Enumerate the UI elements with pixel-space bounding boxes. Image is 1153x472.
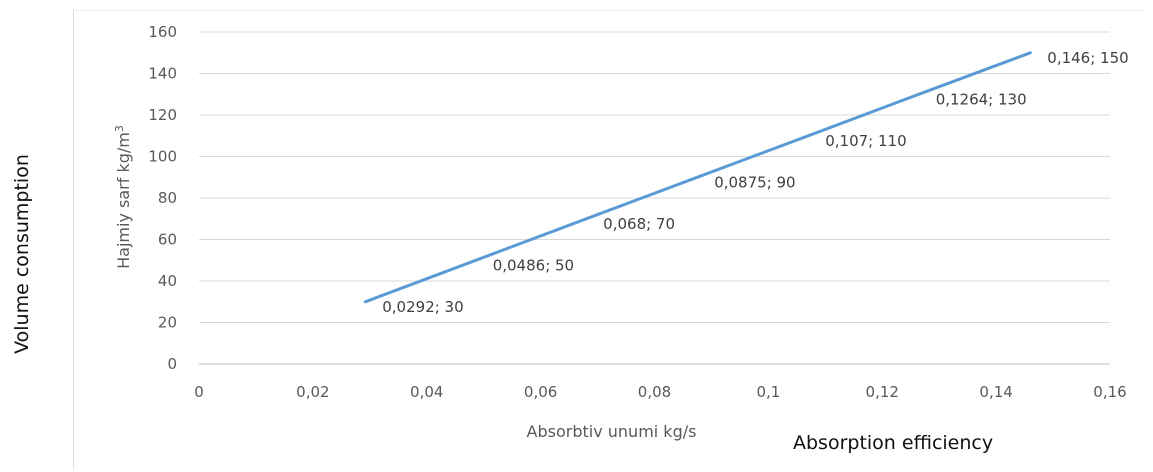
y-tick-label: 60 [158,231,177,249]
data-label: 0,107; 110 [825,132,906,150]
x-tick-label: 0,02 [296,383,329,401]
y-tick-label: 20 [158,314,177,332]
x-tick-label: 0,04 [410,383,443,401]
chart-area [73,10,1145,469]
x-tick-label: 0,08 [638,383,671,401]
secondary-x-axis-label: Absorption efficiency [793,432,994,454]
y-axis-title: Hajmiy sarf kg/m3 [113,125,133,269]
y-tick-label: 80 [158,189,177,207]
y-tick-label: 160 [148,23,177,41]
x-tick-label: 0,12 [866,383,899,401]
data-label: 0,0292; 30 [382,298,463,316]
data-label: 0,0486; 50 [493,256,574,274]
x-tick-label: 0,06 [524,383,557,401]
x-tick-label: 0,1 [756,383,780,401]
x-axis-title: Absorbtiv unumi kg/s [527,422,697,441]
y-tick-label: 120 [148,106,177,124]
x-tick-label: 0,16 [1093,383,1126,401]
series-line [363,51,1032,304]
data-label: 0,146; 150 [1047,49,1128,67]
data-label: 0,1264; 130 [936,90,1027,108]
data-label: 0,068; 70 [603,215,675,233]
x-tick-label: 0,14 [979,383,1012,401]
y-tick-label: 0 [167,355,177,373]
x-tick-label: 0 [194,383,204,401]
y-tick-label: 100 [148,148,177,166]
y-tick-label: 140 [148,65,177,83]
y-tick-label: 40 [158,272,177,290]
data-label: 0,0875; 90 [714,173,795,191]
